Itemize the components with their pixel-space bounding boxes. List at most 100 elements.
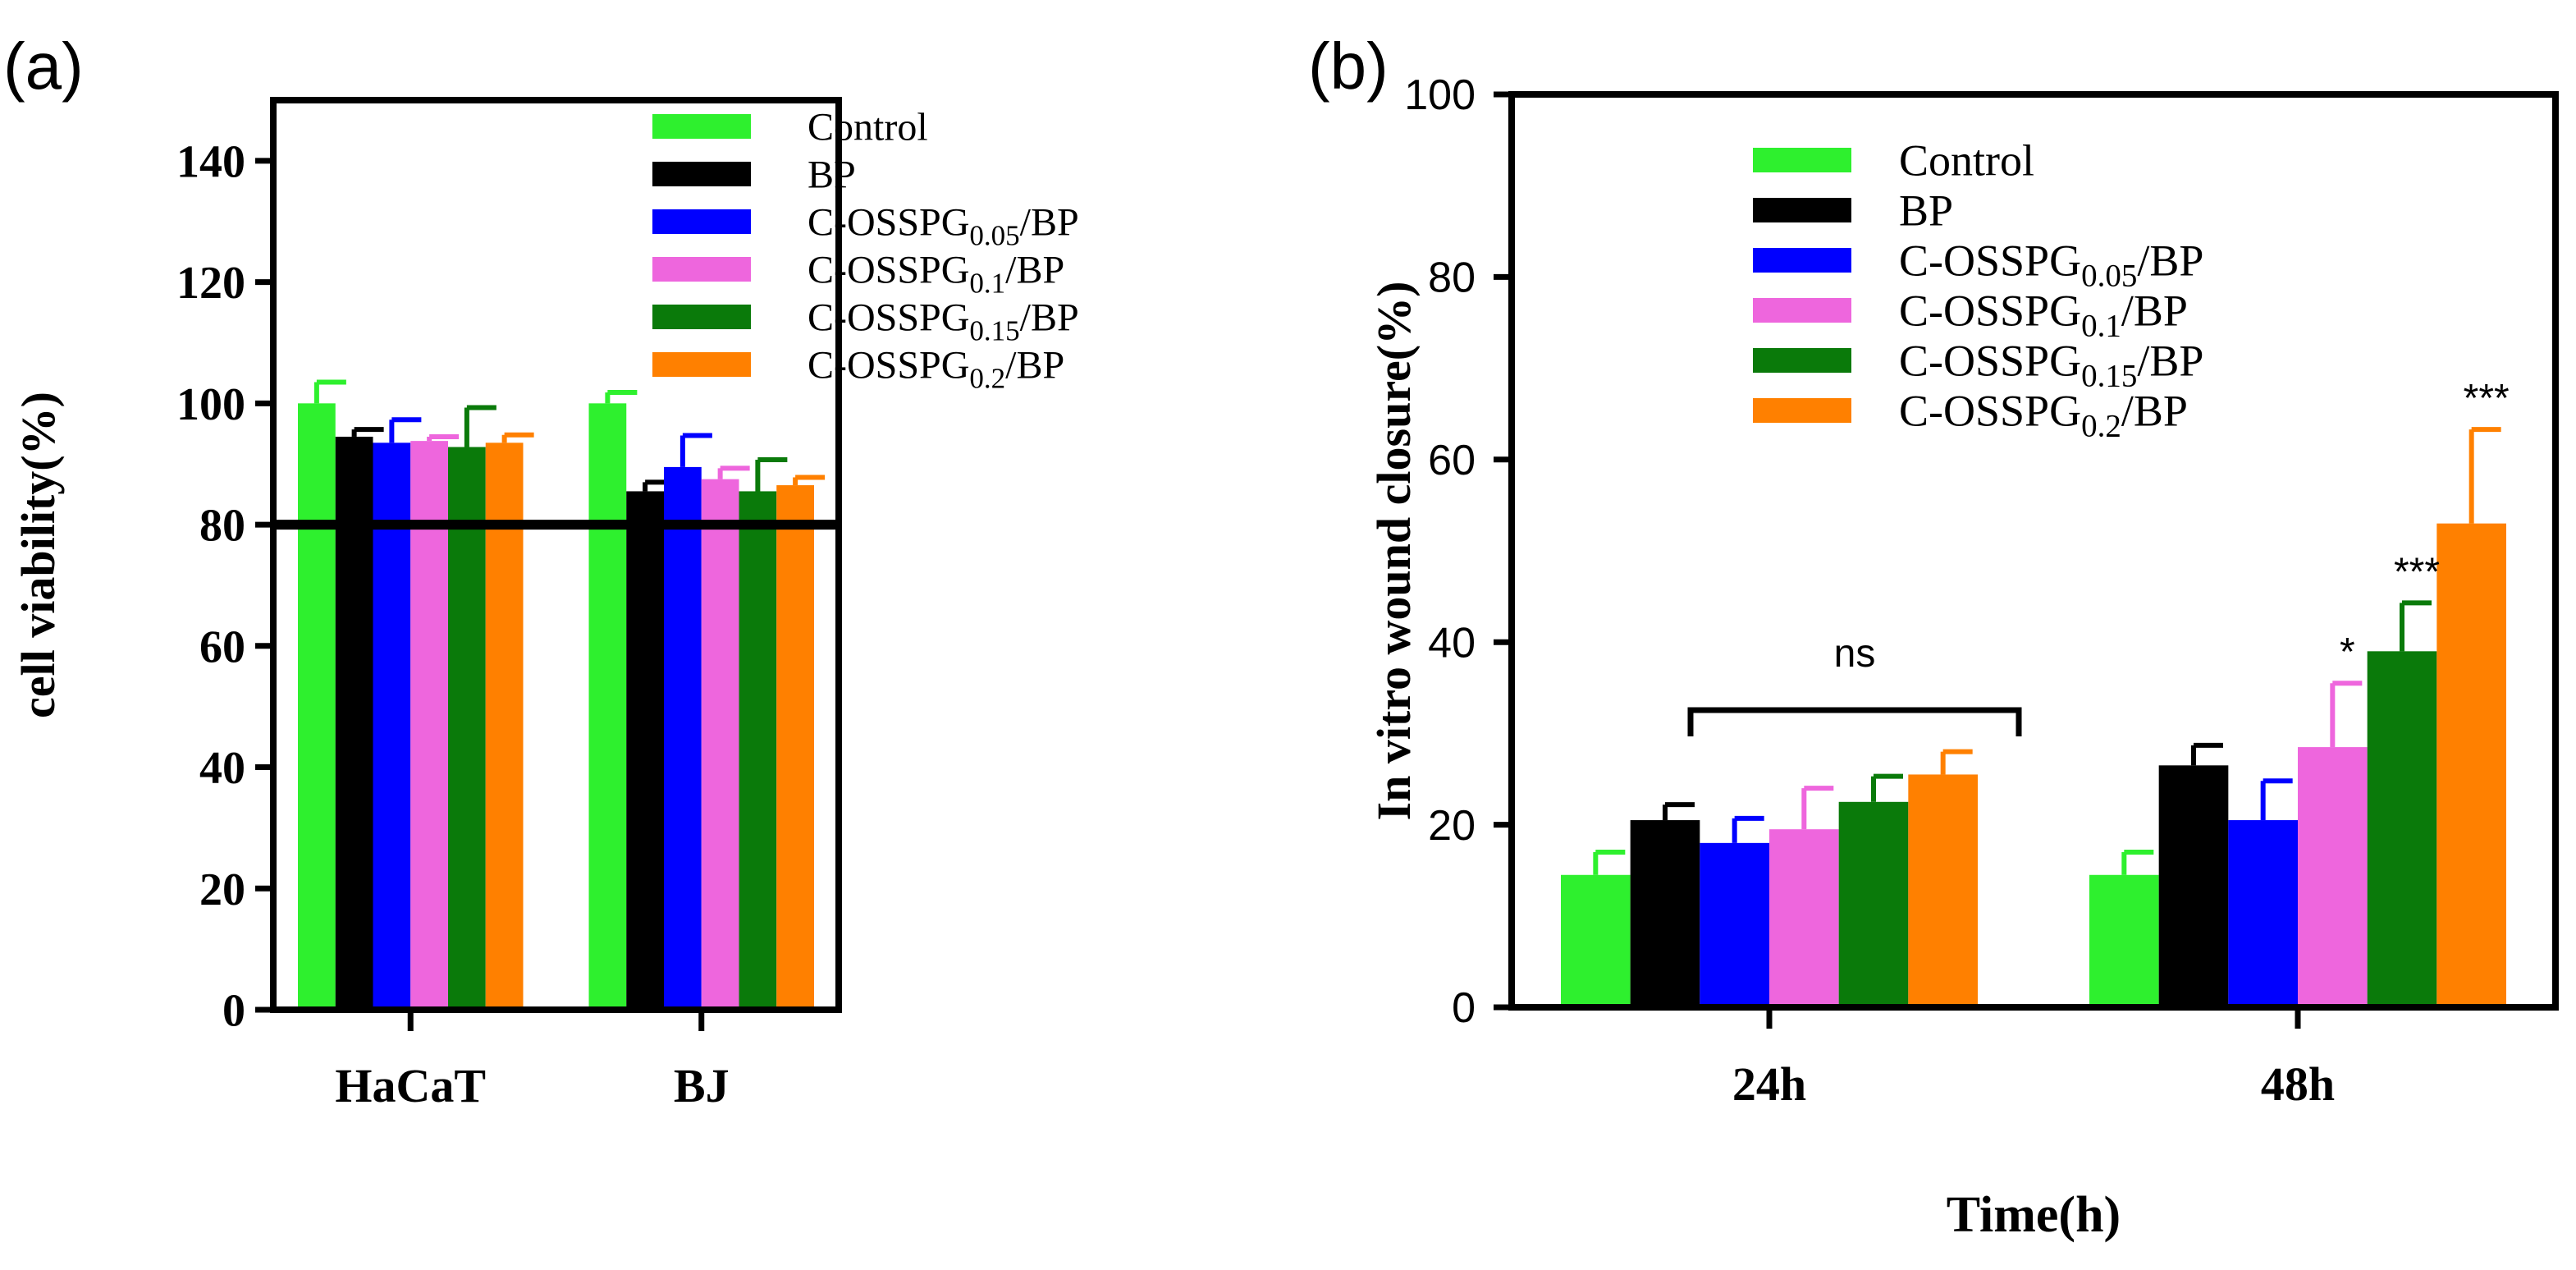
legend-label-part: C-OSSPG <box>1899 286 2081 335</box>
bar <box>1561 874 1631 1007</box>
legend-label-part: /BP <box>2121 286 2188 335</box>
bar <box>626 491 664 1010</box>
bar <box>2298 747 2368 1007</box>
legend-swatch <box>1753 248 1851 273</box>
y-tick-label: 40 <box>1428 619 1476 667</box>
panel-label: (b) <box>1308 30 1389 103</box>
legend-label: C-OSSPG0.1/BP <box>1899 286 2188 343</box>
x-tick-label: HaCaT <box>335 1059 486 1112</box>
legend-label: BP <box>1899 186 1953 235</box>
legend-label: C-OSSPG0.05/BP <box>1899 236 2203 293</box>
y-tick-label: 40 <box>199 743 245 794</box>
bar <box>776 485 814 1010</box>
legend-label-part: /BP <box>1020 200 1079 244</box>
legend-label-part: 0.15 <box>969 314 1019 346</box>
y-tick-label: 80 <box>1428 254 1476 302</box>
legend-label-part: 0.1 <box>2081 308 2121 343</box>
legend-label-part: 0.2 <box>2081 408 2121 443</box>
bar <box>1838 801 1909 1007</box>
legend-label-part: /BP <box>1005 343 1064 387</box>
bar <box>701 479 739 1010</box>
y-tick-label: 60 <box>1428 437 1476 484</box>
bar <box>2089 874 2159 1007</box>
significance-bracket <box>1687 707 2022 736</box>
y-axis-label: cell viability(%) <box>11 392 65 718</box>
legend-swatch <box>1753 398 1851 423</box>
bar <box>335 436 373 1010</box>
legend-swatch <box>652 162 751 186</box>
legend-label: Control <box>1899 135 2034 185</box>
legend-swatch <box>1753 198 1851 222</box>
plot-frame <box>270 97 842 1013</box>
legend-label-part: 0.05 <box>969 219 1019 251</box>
y-tick-label: 0 <box>1452 984 1476 1032</box>
x-tick-label: 48h <box>2261 1057 2335 1111</box>
significance-label: ns <box>1834 632 1876 676</box>
bar <box>664 466 702 1010</box>
bar <box>1700 842 1769 1007</box>
legend-label-part: BP <box>1899 186 1953 235</box>
bar <box>373 442 411 1010</box>
legend-label-part: C-OSSPG <box>808 248 969 291</box>
bar <box>2367 651 2437 1007</box>
legend-swatch <box>652 305 751 329</box>
y-tick-label: 120 <box>176 258 245 309</box>
bar <box>2436 523 2506 1007</box>
bar <box>1769 829 1839 1007</box>
y-tick-label: 0 <box>222 986 245 1037</box>
bar <box>739 491 777 1010</box>
bar <box>1630 820 1700 1007</box>
bar <box>2158 765 2229 1007</box>
bar <box>1908 774 1978 1007</box>
legend-label-part: 0.05 <box>2081 258 2137 293</box>
y-tick-label: 80 <box>199 501 245 552</box>
panel-a-chart: 0 20 40 60 80 100 120 140 HaCaT BJ cell viability(… <box>3 30 1079 1112</box>
y-tick-label: 100 <box>1404 71 1476 119</box>
legend-label-part: C-OSSPG <box>808 343 969 387</box>
significance-marker: *** <box>2464 377 2510 420</box>
x-axis-label: Time(h) <box>1947 1187 2121 1243</box>
legend-swatch <box>652 257 751 282</box>
legend-swatch <box>1753 148 1851 172</box>
significance-marker: * <box>2340 630 2355 674</box>
legend-label-part: 0.1 <box>969 267 1005 299</box>
legend-label-part: /BP <box>2137 336 2203 385</box>
legend-label-part: 0.2 <box>969 362 1005 394</box>
bar <box>2228 820 2298 1007</box>
significance-marker: *** <box>2394 550 2440 594</box>
legend-label-part: /BP <box>2137 236 2203 285</box>
bar <box>410 441 448 1010</box>
legend-label-part: C-OSSPG <box>1899 386 2081 435</box>
bar <box>588 403 627 1010</box>
legend-label: C-OSSPG0.15/BP <box>1899 336 2203 393</box>
legend-label-part: Control <box>1899 135 2034 185</box>
legend-label: C-OSSPG0.1/BP <box>808 248 1064 299</box>
legend-label-part: 0.15 <box>2081 358 2137 393</box>
legend-swatch <box>652 209 751 234</box>
legend-swatch <box>1753 298 1851 323</box>
legend-label: C-OSSPG0.2/BP <box>808 343 1064 394</box>
legend-label: Control <box>808 105 928 149</box>
panel-b-chart: 0 20 40 60 80 100 24h 48h In vitro wound closure… <box>1308 30 2559 1243</box>
legend-label: C-OSSPG0.05/BP <box>808 200 1079 251</box>
legend-label-part: Control <box>808 105 928 149</box>
legend-label-part: /BP <box>2121 386 2188 435</box>
y-tick-label: 140 <box>176 136 245 187</box>
x-tick-label: BJ <box>674 1059 730 1112</box>
y-tick-label: 100 <box>176 379 245 430</box>
legend-label-part: C-OSSPG <box>1899 336 2081 385</box>
x-tick-label: 24h <box>1732 1057 1806 1111</box>
plot-frame <box>1508 91 2559 1011</box>
y-tick-label: 20 <box>199 864 245 915</box>
bar <box>485 442 524 1010</box>
legend-label: C-OSSPG0.2/BP <box>1899 386 2188 443</box>
legend-swatch <box>652 352 751 377</box>
legend-label: BP <box>808 153 856 196</box>
legend-label-part: C-OSSPG <box>808 296 969 339</box>
y-axis-label: In vitro wound closure(%) <box>1367 282 1421 821</box>
legend-label: C-OSSPG0.15/BP <box>808 296 1079 346</box>
legend-swatch <box>1753 348 1851 373</box>
y-tick-label: 20 <box>1428 802 1476 850</box>
